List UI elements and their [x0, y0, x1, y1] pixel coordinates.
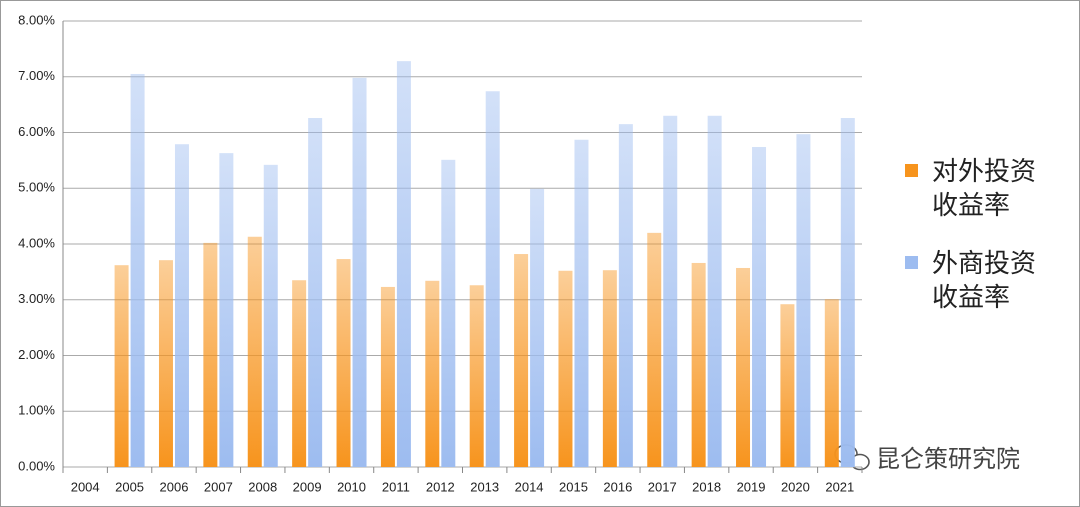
bar: [308, 118, 323, 467]
bar: [752, 146, 767, 467]
bar: [130, 73, 145, 468]
bar: [530, 188, 545, 467]
bar: [441, 159, 456, 467]
bar: [840, 118, 855, 467]
x-tick-label: 2015: [559, 479, 588, 494]
bar: [647, 232, 662, 467]
bar: [292, 280, 307, 467]
bar: [219, 153, 234, 467]
x-tick-label: 2004: [71, 479, 100, 494]
x-tick-label: 2009: [293, 479, 322, 494]
bar: [691, 262, 706, 467]
legend-swatch: [905, 256, 918, 269]
watermark: 昆仑策研究院: [834, 444, 1020, 473]
legend-item: 对外投资收益率: [905, 155, 1042, 223]
bar: [574, 139, 589, 467]
y-tick-label: 7.00%: [18, 68, 55, 83]
x-tick-label: 2017: [648, 479, 677, 494]
y-tick-label: 8.00%: [18, 12, 55, 27]
legend-item: 外商投资收益率: [905, 247, 1042, 315]
bar: [114, 265, 129, 467]
x-tick-label: 2011: [382, 479, 410, 494]
x-tick-label: 2018: [692, 479, 721, 494]
watermark-text: 昆仑策研究院: [876, 445, 1020, 473]
x-tick-label: 2008: [248, 479, 277, 494]
bar: [425, 280, 440, 467]
bar: [618, 124, 633, 467]
x-tick-label: 2007: [204, 479, 233, 494]
bar: [263, 164, 278, 467]
bar: [514, 254, 529, 467]
legend-label: 对外投资收益率: [932, 157, 1037, 221]
bar: [158, 260, 173, 467]
x-tick-label: 2020: [781, 479, 810, 494]
x-tick-label: 2013: [470, 479, 499, 494]
bar: [469, 285, 484, 467]
y-tick-label: 5.00%: [18, 180, 55, 195]
bar: [824, 299, 839, 467]
bar: [247, 236, 262, 467]
x-tick-label: 2005: [115, 479, 144, 494]
y-tick-label: 3.00%: [18, 291, 55, 306]
bar: [796, 134, 811, 468]
y-tick-label: 2.00%: [18, 347, 55, 362]
bar: [602, 270, 617, 467]
bar: [558, 270, 573, 467]
bar: [352, 77, 367, 468]
bar: [336, 259, 351, 467]
x-tick-label: 2019: [737, 479, 766, 494]
x-tick-label: 2014: [515, 479, 544, 494]
x-tick-label: 2010: [337, 479, 366, 494]
x-tick-label: 2012: [426, 479, 455, 494]
bar: [174, 144, 189, 467]
y-tick-label: 6.00%: [18, 124, 55, 139]
bar: [707, 115, 722, 468]
y-tick-label: 4.00%: [18, 235, 55, 250]
bar: [736, 267, 751, 467]
bar: [780, 304, 795, 467]
x-tick-label: 2016: [603, 479, 632, 494]
x-tick-label: 2006: [160, 479, 189, 494]
y-tick-label: 0.00%: [18, 458, 55, 473]
y-tick-label: 1.00%: [18, 403, 55, 418]
bar: [396, 61, 411, 467]
legend-swatch: [905, 164, 918, 177]
bar: [663, 115, 678, 468]
bar: [485, 91, 500, 468]
x-tick-label: 2021: [825, 479, 854, 494]
bar: [203, 242, 218, 467]
bar: [380, 286, 395, 467]
legend-label: 外商投资收益率: [932, 249, 1037, 313]
